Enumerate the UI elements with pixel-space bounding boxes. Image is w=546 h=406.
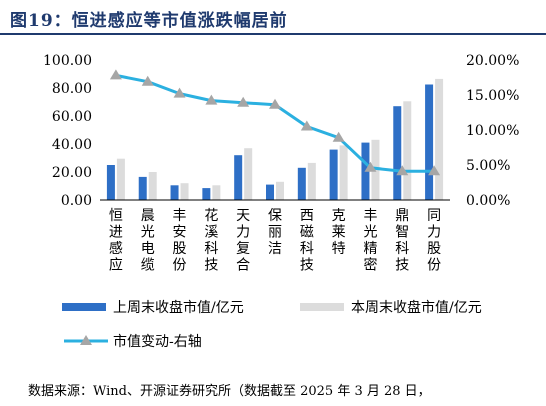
x-tick-label: 西磁科技 <box>300 208 314 274</box>
series-line-market-cap-change <box>115 73 435 173</box>
y-right-tick-label: 0.00% <box>466 193 510 209</box>
bar-this-week <box>180 183 189 200</box>
bar-last-week <box>393 106 402 200</box>
y-left-tick-label: 0.00 <box>61 193 92 209</box>
x-tick-label: 晨光电缆 <box>141 208 155 274</box>
bar-this-week <box>116 158 125 200</box>
x-tick-label: 丰安股份 <box>173 208 187 274</box>
y-left-tick-label: 100.00 <box>43 53 92 69</box>
bar-last-week <box>170 185 179 200</box>
bar-this-week <box>339 145 348 200</box>
bar-last-week <box>266 184 274 200</box>
bar-last-week <box>234 155 243 200</box>
bar-this-week <box>212 185 221 200</box>
chart-title: 图19：恒进感应等市值涨跌幅居前 <box>10 11 288 31</box>
line-point-marker <box>332 131 345 142</box>
bar-this-week <box>244 148 253 200</box>
legend-marker-line <box>80 335 92 345</box>
y-right-tick-label: 15.00% <box>466 88 519 104</box>
line-point-marker <box>109 69 122 80</box>
x-tick-label: 保丽洁 <box>268 208 282 257</box>
bar-last-week <box>329 149 338 200</box>
x-tick-label: 克莱特 <box>332 208 346 257</box>
y-left-tick-label: 60.00 <box>52 109 92 125</box>
line-point-marker <box>300 120 313 131</box>
x-tick-label: 丰光精密 <box>363 208 377 274</box>
y-right-tick-label: 5.00% <box>466 158 510 174</box>
source-note: 数据来源：Wind、开源证券研究所（数据截至 2025 年 3 月 28 日， <box>28 384 431 399</box>
line-point-marker <box>428 165 441 176</box>
x-tick-label: 恒进感应 <box>109 208 123 274</box>
x-tick-label: 鼎智科技 <box>395 208 409 274</box>
bar-this-week <box>276 181 284 200</box>
legend-swatch-this-week <box>300 303 344 311</box>
line-point-marker <box>396 165 409 176</box>
y-right-tick-label: 20.00% <box>466 53 519 69</box>
title-underline <box>0 33 546 35</box>
line-point-marker <box>269 98 281 109</box>
legend-swatch-last-week <box>62 303 106 311</box>
bar-last-week <box>202 188 211 200</box>
x-tick-label: 同力股份 <box>427 208 441 274</box>
y-left-tick-label: 80.00 <box>52 81 92 97</box>
line-point-marker <box>173 87 186 98</box>
legend-label-last-week: 上周末收盘市值/亿元 <box>113 299 244 316</box>
line-point-marker <box>237 96 250 107</box>
x-tick-label: 天力复合 <box>236 208 250 274</box>
bar-last-week <box>425 84 434 200</box>
bar-this-week <box>403 101 412 200</box>
legend-label-this-week: 本周末收盘市值/亿元 <box>351 299 482 316</box>
bar-this-week <box>148 172 157 200</box>
y-left-tick-label: 40.00 <box>52 137 92 153</box>
bar-last-week <box>138 176 147 200</box>
y-left-tick-label: 20.00 <box>52 165 92 181</box>
bar-last-week <box>106 165 115 200</box>
y-right-tick-label: 10.00% <box>466 123 519 139</box>
bar-this-week <box>371 139 380 200</box>
legend-label-line: 市值变动-右轴 <box>113 333 202 350</box>
line-point-marker <box>141 75 154 86</box>
bar-this-week <box>307 162 316 200</box>
bar-last-week <box>297 167 306 200</box>
line-point-marker <box>205 94 218 105</box>
x-tick-label: 花溪科技 <box>204 208 218 274</box>
bar-this-week <box>435 78 444 200</box>
chart: 0.00 20.00 40.00 60.00 80.00 100.00 0.00% 5.00%… <box>43 53 519 350</box>
line-point-marker <box>364 161 377 172</box>
